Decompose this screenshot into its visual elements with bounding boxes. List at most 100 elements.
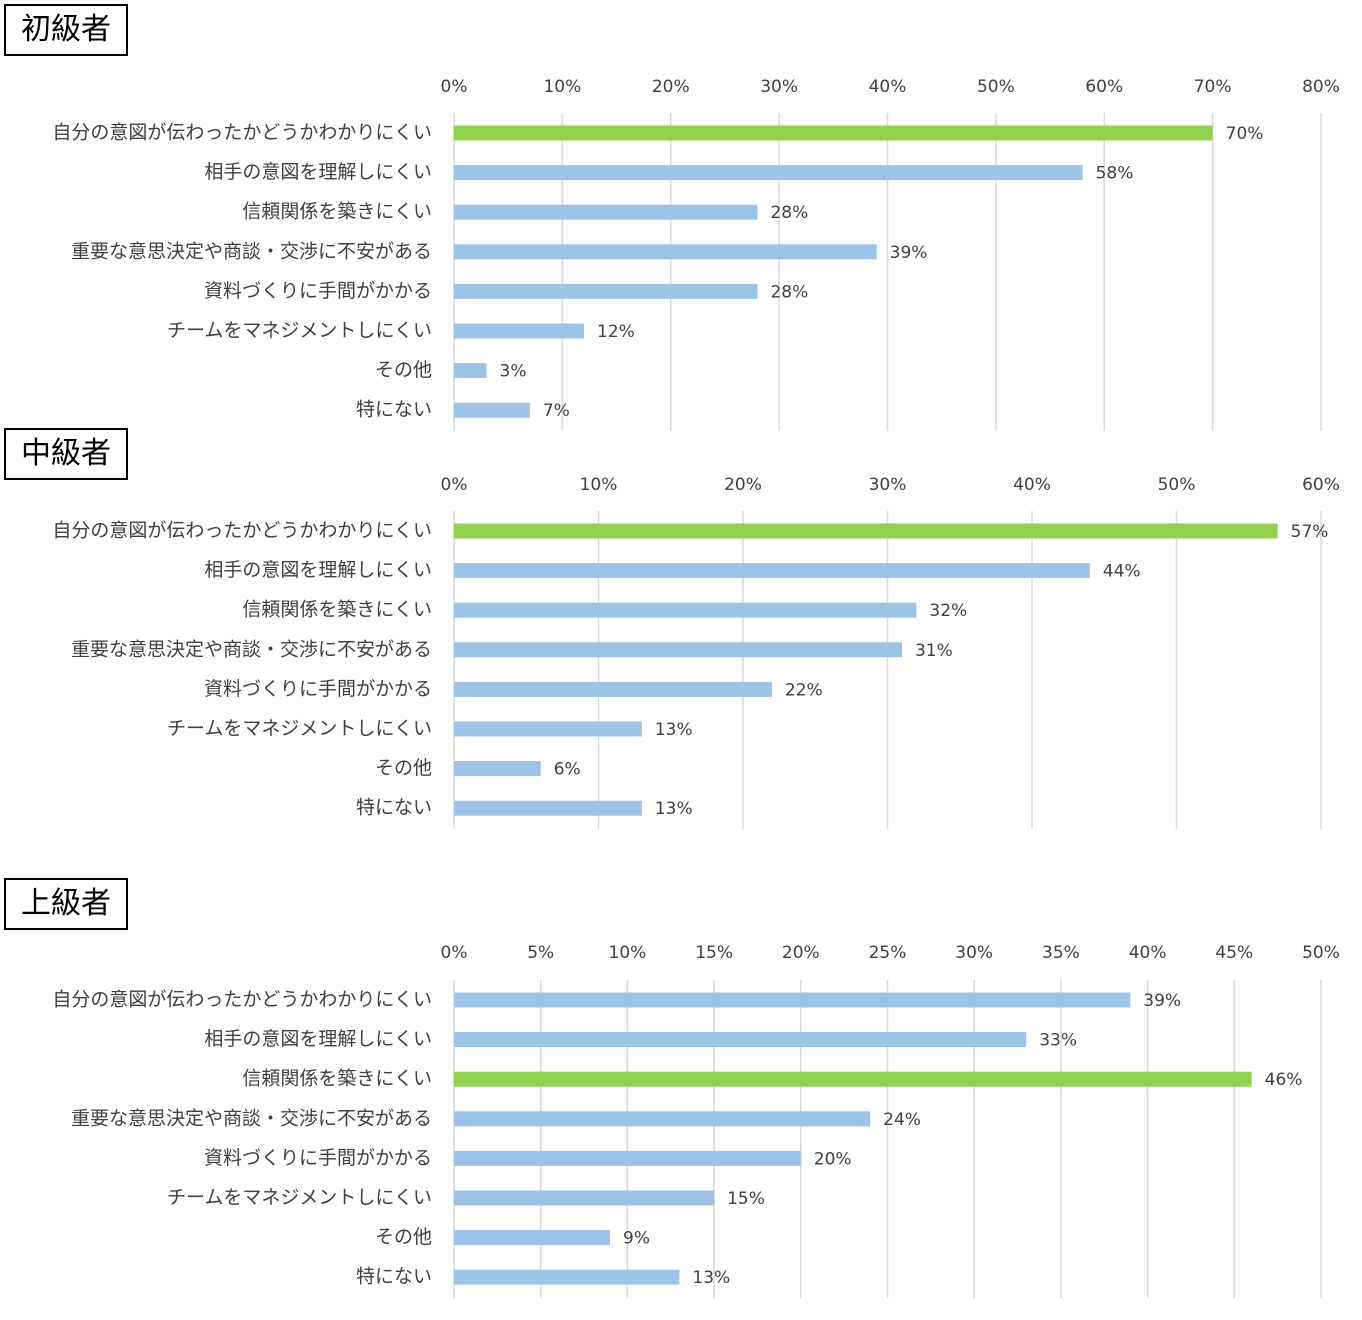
bar — [454, 1150, 801, 1166]
bar — [454, 800, 642, 816]
x-tick-label: 0% — [441, 77, 468, 97]
x-tick-label: 40% — [1013, 475, 1051, 495]
value-label: 13% — [655, 720, 693, 740]
x-tick-label: 30% — [955, 943, 993, 963]
bar — [454, 602, 917, 618]
x-tick-label: 20% — [652, 77, 690, 97]
category-label: その他 — [375, 359, 432, 381]
chart-title-intermediate: 中級者 — [4, 428, 128, 480]
value-label: 20% — [814, 1149, 852, 1169]
x-tick-label: 30% — [760, 77, 798, 97]
value-label: 39% — [1143, 991, 1181, 1011]
bar — [454, 1269, 680, 1285]
value-label: 12% — [597, 322, 635, 342]
x-tick-label: 30% — [869, 475, 907, 495]
x-tick-label: 50% — [1158, 475, 1196, 495]
category-label: 信頼関係を築きにくい — [242, 1068, 432, 1090]
x-tick-label: 50% — [977, 77, 1015, 97]
value-label: 24% — [883, 1110, 921, 1130]
category-label: 自分の意図が伝わったかどうかわかりにくい — [52, 122, 432, 144]
category-label: チームをマネジメントしにくい — [167, 1187, 432, 1209]
value-label: 28% — [770, 282, 808, 302]
bar — [454, 681, 772, 697]
category-label: 相手の意図を理解しにくい — [204, 161, 432, 183]
value-label: 3% — [500, 362, 527, 382]
x-tick-label: 70% — [1194, 77, 1232, 97]
x-tick-label: 10% — [609, 943, 647, 963]
value-label: 13% — [692, 1268, 730, 1288]
value-label: 33% — [1039, 1031, 1077, 1051]
x-tick-label: 50% — [1302, 943, 1340, 963]
category-label: チームをマネジメントしにくい — [167, 718, 432, 740]
x-tick-label: 15% — [695, 943, 733, 963]
category-label: 資料づくりに手間がかかる — [204, 1147, 432, 1169]
bar — [454, 1032, 1027, 1048]
value-label: 7% — [543, 401, 570, 421]
bar — [454, 761, 541, 777]
value-label: 9% — [623, 1229, 650, 1249]
bar — [454, 204, 758, 220]
category-label: 相手の意図を理解しにくい — [204, 559, 432, 581]
value-label: 44% — [1103, 562, 1141, 582]
value-label: 6% — [554, 760, 581, 780]
bar — [454, 165, 1083, 181]
value-label: 31% — [915, 641, 953, 661]
bar — [454, 642, 902, 658]
x-tick-label: 80% — [1302, 77, 1340, 97]
category-label: 重要な意思決定や商談・交渉に不安がある — [71, 240, 432, 262]
bar — [454, 283, 758, 299]
category-label: 信頼関係を築きにくい — [242, 599, 432, 621]
value-label: 15% — [727, 1189, 765, 1209]
x-tick-label: 10% — [580, 475, 618, 495]
chart-title-beginner: 初級者 — [4, 4, 128, 56]
x-tick-label: 60% — [1085, 77, 1123, 97]
x-tick-label: 40% — [869, 77, 907, 97]
value-label: 57% — [1291, 522, 1329, 542]
value-label: 58% — [1096, 164, 1134, 184]
value-label: 22% — [785, 680, 823, 700]
value-label: 32% — [929, 601, 967, 621]
value-label: 13% — [655, 799, 693, 819]
bar-highlight — [454, 125, 1213, 141]
x-tick-label: 45% — [1215, 943, 1253, 963]
bar — [454, 1190, 715, 1206]
x-tick-label: 40% — [1129, 943, 1167, 963]
category-label: チームをマネジメントしにくい — [167, 320, 432, 342]
bar — [454, 244, 877, 260]
x-tick-label: 20% — [724, 475, 762, 495]
category-label: 重要な意思決定や商談・交渉に不安がある — [71, 638, 432, 660]
category-label: 資料づくりに手間がかかる — [204, 678, 432, 700]
chart-title-advanced: 上級者 — [4, 878, 128, 930]
category-label: 特にない — [356, 797, 432, 819]
bar — [454, 363, 487, 379]
x-tick-label: 25% — [869, 943, 907, 963]
category-label: 自分の意図が伝わったかどうかわかりにくい — [52, 520, 432, 542]
category-label: 重要な意思決定や商談・交渉に不安がある — [71, 1107, 432, 1129]
category-label: 信頼関係を築きにくい — [242, 201, 432, 223]
bar — [454, 721, 642, 737]
category-label: その他 — [375, 1226, 432, 1248]
category-label: 特にない — [356, 1266, 432, 1288]
bar-highlight — [454, 523, 1278, 539]
x-tick-label: 0% — [441, 475, 468, 495]
category-label: 自分の意図が伝わったかどうかわかりにくい — [52, 989, 432, 1011]
bar — [454, 323, 585, 339]
x-tick-label: 5% — [527, 943, 554, 963]
value-label: 39% — [890, 243, 928, 263]
value-label: 46% — [1265, 1070, 1303, 1090]
category-label: 特にない — [356, 399, 432, 421]
value-label: 28% — [770, 203, 808, 223]
bar — [454, 1230, 611, 1246]
x-tick-label: 60% — [1302, 475, 1340, 495]
value-label: 70% — [1226, 124, 1264, 144]
category-label: 相手の意図を理解しにくい — [204, 1028, 432, 1050]
x-tick-label: 35% — [1042, 943, 1080, 963]
bar — [454, 402, 530, 418]
category-label: その他 — [375, 757, 432, 779]
bar — [454, 563, 1090, 579]
x-tick-label: 20% — [782, 943, 820, 963]
bar-highlight — [454, 1071, 1252, 1087]
category-label: 資料づくりに手間がかかる — [204, 280, 432, 302]
bar — [454, 1111, 871, 1127]
